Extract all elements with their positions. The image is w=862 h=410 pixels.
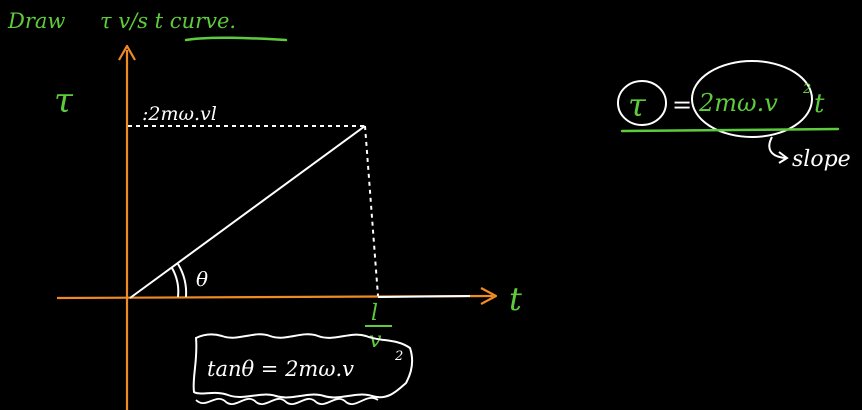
equation-coefficient: 2mω.v: [698, 89, 778, 117]
y-axis-label: τ: [54, 81, 74, 121]
angle-arc-outer: [177, 263, 188, 298]
equation-variable: t: [814, 89, 825, 119]
equation-underline: [620, 127, 840, 133]
slope-annotation: slope: [792, 147, 851, 172]
y-axis-arrowhead: [118, 44, 136, 61]
equation-exponent: 2: [802, 82, 811, 97]
slope-circle: [691, 60, 813, 138]
equation-equals: =: [672, 91, 692, 119]
x-end-numerator: l: [371, 301, 378, 326]
peak-value-label: :2mω.vl: [142, 103, 217, 125]
boxed-result-squiggle: [195, 397, 379, 405]
boxed-result-exponent: 2: [394, 349, 403, 364]
end-dashed-vertical: [364, 125, 379, 297]
slope-pointer-arrow: [768, 136, 787, 159]
x-axis-arrowhead: [480, 287, 498, 305]
heading-prefix: Draw: [7, 9, 65, 33]
equation-lhs: τ: [628, 86, 647, 124]
slope-pointer-arrowhead: [778, 151, 789, 164]
heading-underline: [184, 36, 288, 42]
boxed-result-text: tanθ = 2mω.v: [207, 357, 354, 381]
angle-arc-inner: [171, 267, 180, 298]
angle-label: θ: [196, 267, 208, 291]
x-end-denominator: v: [369, 328, 382, 353]
heading-subject: τ v/s t curve.: [100, 9, 236, 33]
boxed-result-frame: [192, 333, 414, 399]
torque-line: [129, 125, 366, 299]
x-axis-white-segment: [377, 295, 471, 298]
lhs-circle: [617, 80, 667, 126]
x-axis-label: t: [509, 280, 522, 318]
